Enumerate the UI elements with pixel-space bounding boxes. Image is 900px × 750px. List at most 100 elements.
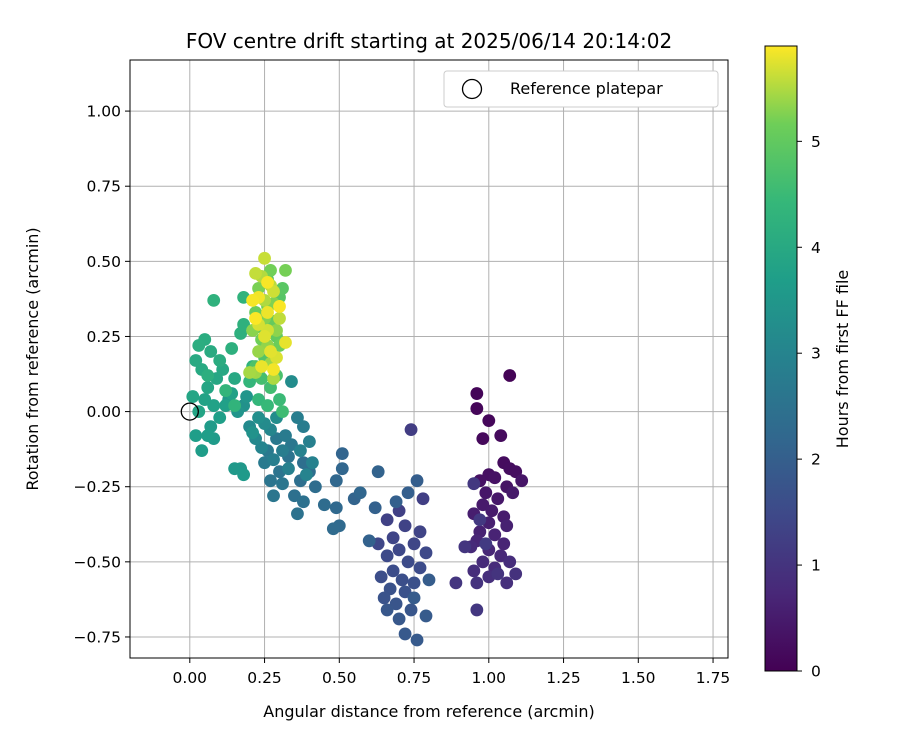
data-point (285, 375, 298, 388)
plot-frame (129, 59, 729, 659)
data-point (237, 318, 251, 331)
legend: Reference platepar (443, 70, 719, 108)
y-tick-label: 0.75 (86, 178, 121, 196)
data-point (404, 603, 418, 617)
data-point (258, 251, 271, 265)
data-point (240, 390, 254, 403)
data-point (473, 513, 487, 527)
data-point (225, 342, 239, 355)
data-point (467, 477, 481, 491)
data-point (470, 402, 484, 415)
data-point (228, 399, 242, 412)
data-point (476, 498, 490, 512)
data-point (264, 345, 277, 358)
data-point (294, 444, 307, 458)
data-point (270, 324, 283, 337)
data-point (207, 399, 221, 412)
data-point (192, 339, 206, 352)
data-point (419, 546, 433, 560)
data-point (401, 555, 415, 569)
data-point (515, 474, 529, 488)
data-point (279, 263, 292, 277)
data-point (488, 528, 502, 542)
data-point (243, 375, 256, 388)
colorbar (764, 45, 798, 672)
y-tick-label: −0.75 (74, 628, 122, 646)
data-point (261, 399, 274, 412)
y-tick-label: −0.50 (74, 553, 122, 571)
data-point (479, 486, 493, 500)
data-point (368, 501, 382, 515)
data-point (213, 354, 227, 367)
data-point (213, 411, 227, 424)
data-point (398, 519, 412, 533)
data-point (407, 576, 421, 590)
data-point (482, 414, 496, 428)
colorbar-tick-label: 5 (811, 133, 821, 151)
data-point (389, 495, 403, 509)
data-point (252, 345, 265, 358)
data-point (279, 336, 292, 349)
data-point (189, 429, 203, 443)
data-point (413, 561, 427, 575)
data-point (207, 294, 221, 307)
data-point (273, 312, 286, 325)
data-point (252, 281, 265, 295)
data-point (261, 275, 274, 289)
data-point (246, 294, 259, 307)
data-point (273, 393, 286, 406)
data-point (389, 597, 403, 611)
data-point (282, 462, 295, 476)
colorbar-ticks: 0 1 2 3 4 5 (797, 133, 821, 681)
data-point (380, 549, 394, 563)
data-point (383, 582, 397, 596)
data-point (249, 266, 262, 280)
data-point (291, 507, 304, 521)
data-point (398, 585, 412, 599)
data-point (297, 456, 310, 470)
data-point (329, 474, 343, 488)
data-point (380, 513, 394, 527)
data-point (485, 504, 499, 518)
data-point (303, 435, 316, 449)
data-point (252, 393, 265, 406)
data-point (258, 330, 271, 343)
data-point (204, 345, 218, 358)
data-point (416, 492, 430, 506)
x-tick-label: 0.25 (247, 669, 282, 687)
data-point (449, 576, 463, 590)
data-point (506, 486, 520, 500)
y-tick-label: 0.25 (86, 328, 121, 346)
data-point (273, 300, 286, 313)
data-point (252, 411, 265, 424)
x-axis-label: Angular distance from reference (arcmin) (263, 702, 594, 721)
data-point (362, 534, 376, 548)
data-point (201, 381, 215, 394)
data-point (267, 363, 280, 376)
colorbar-tick-label: 2 (811, 451, 821, 469)
data-point (329, 501, 343, 515)
data-point (297, 420, 310, 434)
data-point (335, 447, 349, 461)
data-point (410, 633, 424, 647)
data-point (422, 573, 436, 587)
data-point (195, 444, 209, 458)
data-points (180, 251, 529, 647)
colorbar-tick-label: 3 (811, 345, 821, 363)
data-point (470, 387, 484, 400)
data-point (392, 543, 406, 557)
data-point (276, 405, 289, 418)
data-point (228, 462, 242, 476)
chart-title: FOV centre drift starting at 2025/06/14 … (186, 29, 672, 53)
data-point (228, 372, 242, 385)
data-point (317, 498, 331, 512)
data-point (255, 441, 268, 455)
data-point (201, 369, 215, 382)
data-point (392, 612, 406, 626)
data-point (186, 390, 200, 403)
data-point (198, 393, 212, 406)
data-point (509, 465, 523, 479)
data-point (374, 570, 388, 584)
data-point (219, 384, 233, 397)
data-point (276, 477, 289, 491)
